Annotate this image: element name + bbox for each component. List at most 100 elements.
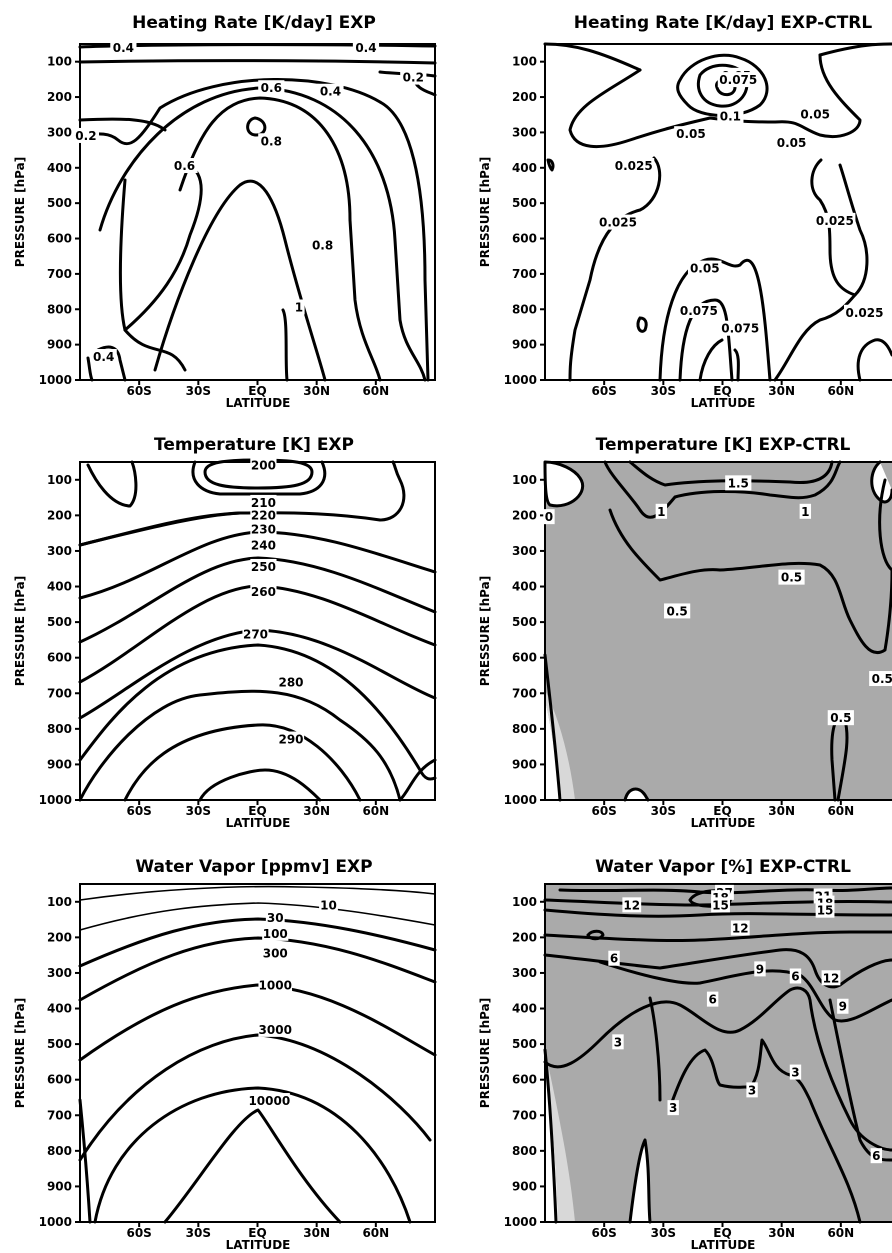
y-tick-label: 800 xyxy=(47,302,72,316)
y-tick-label: 300 xyxy=(47,966,72,980)
y-tick-label: 600 xyxy=(47,651,72,665)
y-tick-label: 400 xyxy=(47,161,72,175)
y-tick-label: 700 xyxy=(512,1108,537,1122)
contour-label: 0.2 xyxy=(403,71,424,85)
x-tick-label: 30N xyxy=(303,804,330,818)
contour-label: 0 xyxy=(545,510,553,524)
contour-label-bg xyxy=(706,991,719,1007)
y-tick-label: 900 xyxy=(47,757,72,771)
contour-label: 0.05 xyxy=(800,108,830,122)
contour-label-bg xyxy=(717,108,744,124)
contour-label: 0.5 xyxy=(872,672,892,686)
contour-label: 0.025 xyxy=(615,159,653,173)
contour-lines xyxy=(78,885,437,1224)
y-tick-label: 900 xyxy=(47,338,72,352)
y-axis-title: PRESSURE [hPa] xyxy=(478,157,492,267)
contour-label: 12 xyxy=(823,971,840,985)
contour-label-bg xyxy=(774,135,809,151)
x-tick-label: 30S xyxy=(651,804,676,818)
contour-label-bg xyxy=(258,133,285,149)
contour-label-bg xyxy=(317,83,344,99)
contour-label-bg xyxy=(799,503,812,519)
y-tick-label: 500 xyxy=(512,1037,537,1051)
positive-shading xyxy=(545,884,892,1222)
panel-temperature-exp: Temperature [K] EXP xyxy=(78,435,437,802)
contour-label-bg xyxy=(725,475,752,491)
axes-wv_exp: 100 200 300 400 500 600 700 800 900 1000 60S 30S EQ 3… xyxy=(13,883,436,1252)
x-tick-label: 60S xyxy=(591,1226,616,1240)
contour-label: 1.5 xyxy=(728,476,749,490)
contour-label-bg xyxy=(543,509,555,525)
contour-lines xyxy=(78,43,437,382)
x-tick-label: 60N xyxy=(827,1226,854,1240)
contour-label-bg xyxy=(814,212,856,228)
contour-label-bg xyxy=(664,603,691,619)
contour-label: 0.075 xyxy=(680,304,718,318)
y-tick-label: 300 xyxy=(512,544,537,558)
y-tick-label: 300 xyxy=(47,125,72,139)
contour-label: 30 xyxy=(267,911,284,925)
contour-label-bg xyxy=(258,1021,293,1037)
x-tick-label: 30S xyxy=(651,384,676,398)
contour-label-bg xyxy=(250,521,277,537)
y-tick-label: 400 xyxy=(512,161,537,175)
contour-label: 3000 xyxy=(259,1023,292,1037)
contour-label-bg xyxy=(242,626,269,642)
y-tick-label: 500 xyxy=(47,196,72,210)
x-tick-label: EQ xyxy=(248,384,266,398)
y-tick-label: 100 xyxy=(47,473,72,487)
contour-label-bg xyxy=(711,897,730,913)
y-tick-label: 300 xyxy=(512,125,537,139)
contour-label-bg xyxy=(352,40,380,56)
contour-label: 3 xyxy=(748,1083,756,1097)
x-tick-label: 60N xyxy=(362,384,389,398)
contour-label: 220 xyxy=(251,508,276,522)
y-tick-label: 1000 xyxy=(504,1215,537,1229)
contour-label-bg xyxy=(719,320,761,336)
contour-label-bg xyxy=(674,126,708,142)
contour-label: 0.6 xyxy=(261,81,282,95)
contour-label: 300 xyxy=(263,946,288,960)
panel-temperature-diff: Temperature [K] EXP-CTRL xyxy=(543,435,892,802)
contour-label-bg xyxy=(309,237,336,253)
y-tick-label: 900 xyxy=(512,338,537,352)
contour-label: 0.075 xyxy=(721,322,759,336)
contour-label-bg xyxy=(277,674,305,690)
contour-label-bg xyxy=(110,40,137,56)
x-tick-label: 30N xyxy=(768,1226,795,1240)
contour-label-bg xyxy=(789,968,802,984)
contour-label: 6 xyxy=(708,993,716,1007)
contour-label: 0.5 xyxy=(667,604,688,618)
x-tick-label: EQ xyxy=(248,1226,266,1240)
contour-label: 15 xyxy=(817,904,834,918)
contour-labels-wv_exp: 10 30 100 300 1000 3000 10000 xyxy=(248,897,338,1109)
contour-label-bg xyxy=(815,902,835,918)
y-tick-label: 200 xyxy=(47,508,72,522)
contour-label: 240 xyxy=(251,539,276,553)
x-tick-label: 30S xyxy=(651,1226,676,1240)
contour-label-bg xyxy=(293,299,305,315)
y-tick-label: 600 xyxy=(512,651,537,665)
contour-label: 1 xyxy=(657,505,665,519)
y-tick-label: 100 xyxy=(47,895,72,909)
panel-title: Temperature [K] EXP-CTRL xyxy=(596,435,851,455)
contour-label-bg xyxy=(717,72,759,88)
y-tick-label: 100 xyxy=(512,895,537,909)
contour-label-bg xyxy=(265,909,285,925)
x-axis-title: LATITUDE xyxy=(226,1238,291,1252)
y-tick-label: 1000 xyxy=(504,793,537,807)
y-tick-label: 200 xyxy=(47,90,72,104)
y-tick-label: 200 xyxy=(512,508,537,522)
contour-label-layer: 0.4 0.4 0.2 0.6 0.4 0.2 0.8 0.6 0.8 1 0.4 0.05 0.075… xyxy=(72,40,892,1164)
contour-label: 10 xyxy=(320,898,337,912)
x-tick-label: 60S xyxy=(591,804,616,818)
contour-label: 9 xyxy=(756,962,764,976)
x-tick-label: 60N xyxy=(362,1226,389,1240)
y-tick-label: 800 xyxy=(512,302,537,316)
contour-label: 0.075 xyxy=(719,73,757,87)
contour-label: 0.4 xyxy=(320,85,341,99)
contour-label: 0.2 xyxy=(75,129,96,143)
contour-label-bg xyxy=(72,127,100,143)
